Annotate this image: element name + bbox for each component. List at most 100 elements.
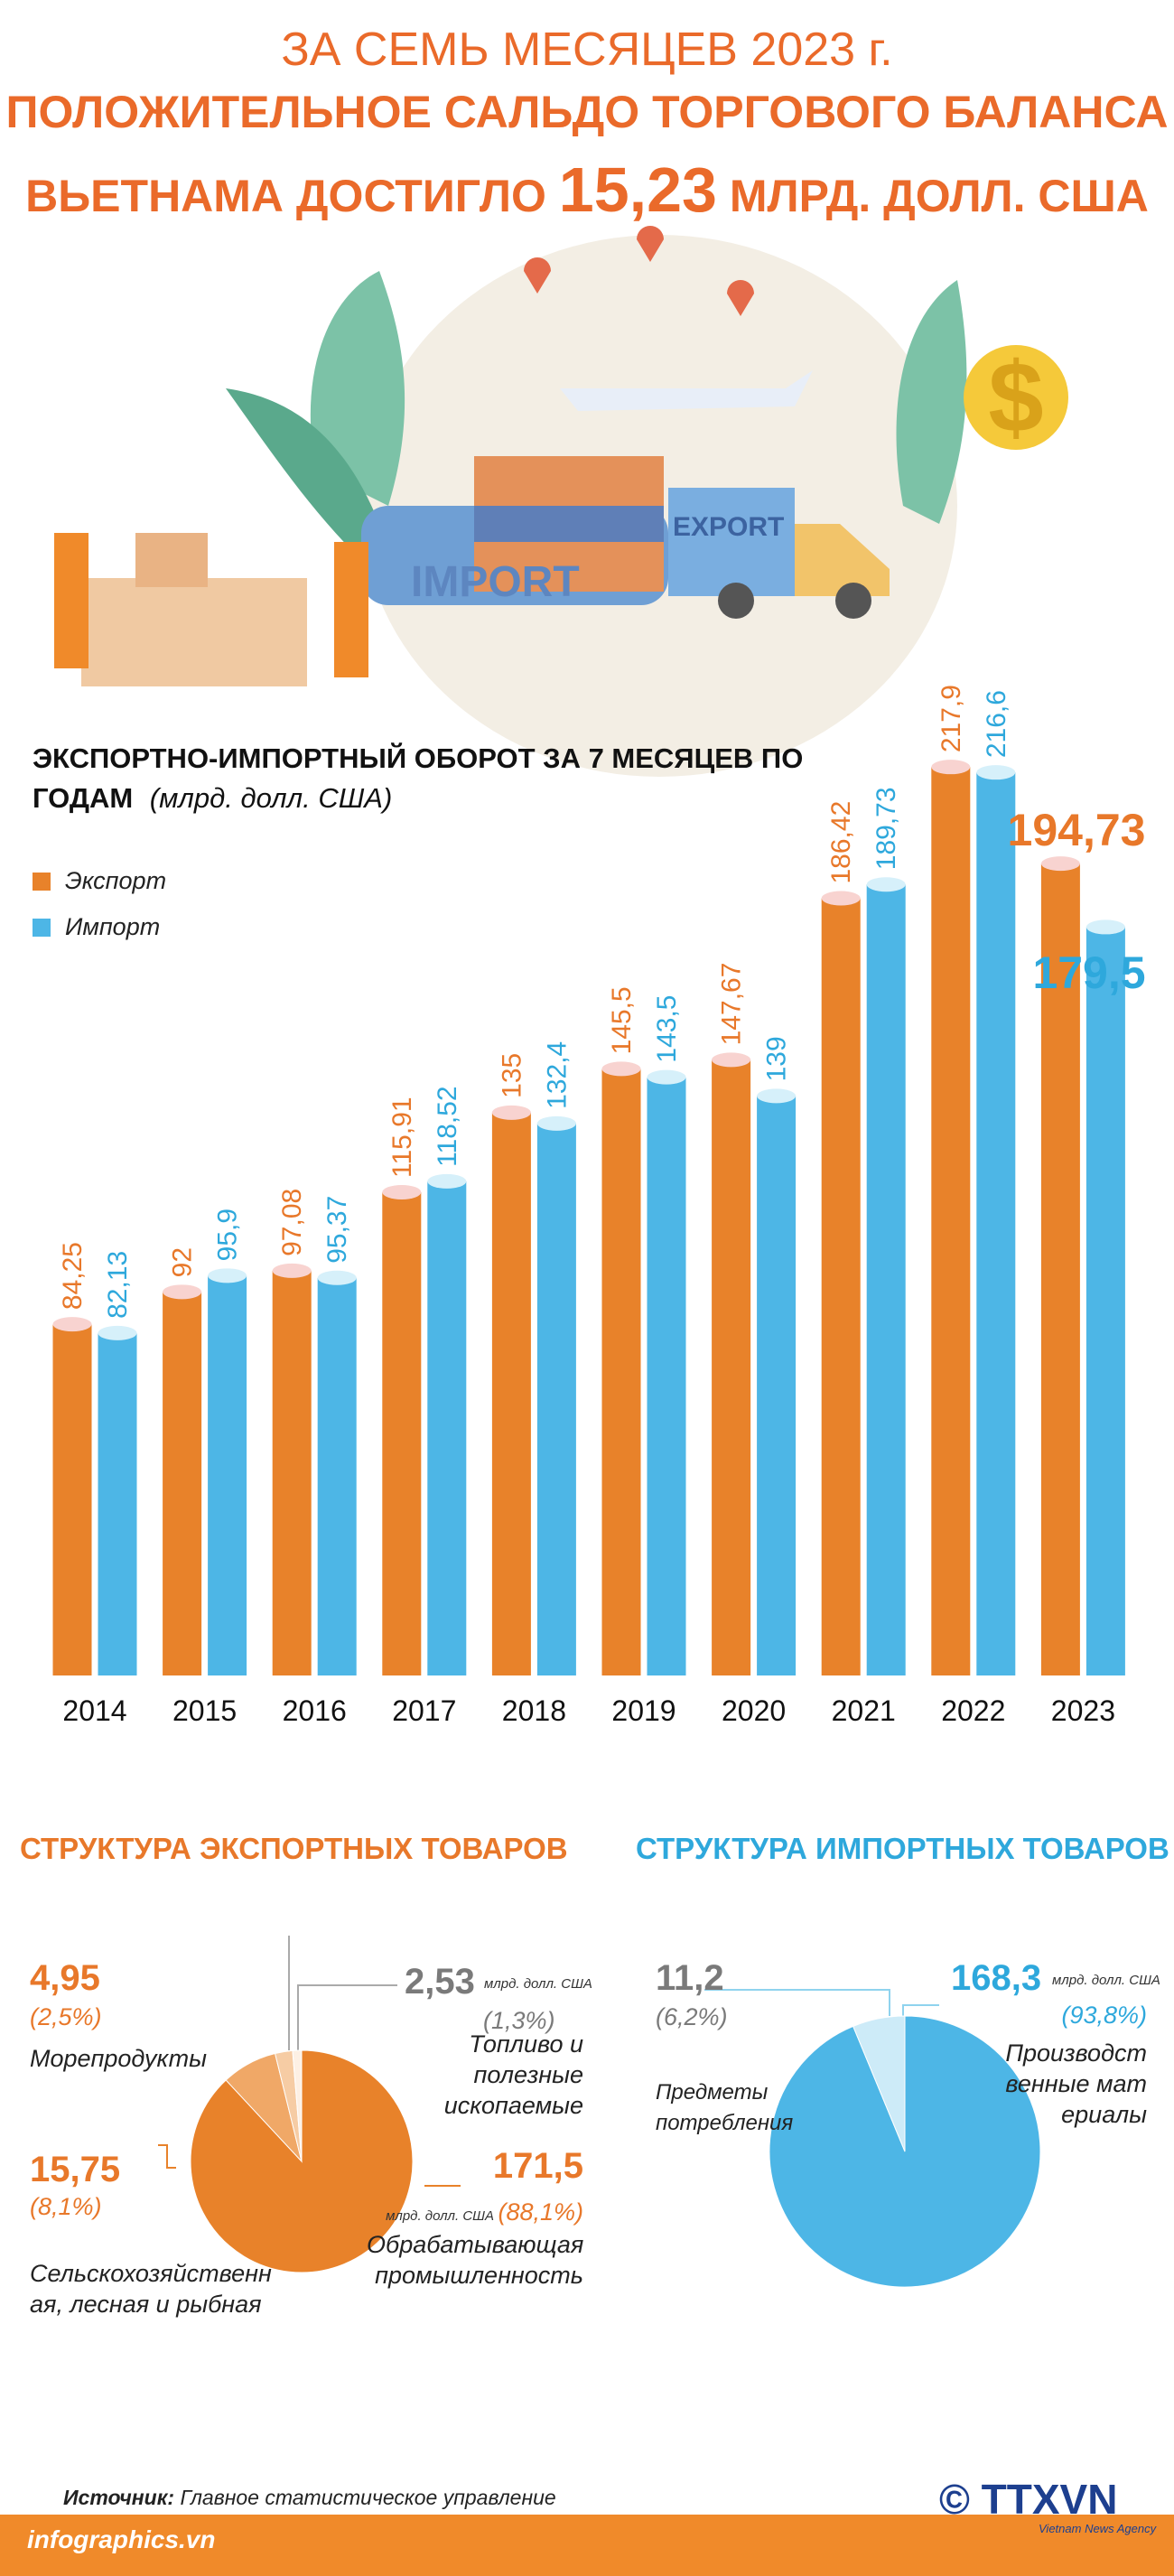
unit-label: млрд. долл. США xyxy=(484,1976,592,1992)
legend-item: Экспорт xyxy=(33,858,166,904)
leader-lines xyxy=(288,1936,397,2050)
bar xyxy=(208,1275,247,1675)
value-label: 115,91 xyxy=(387,1097,417,1178)
source: Источник: Главное статистическое управле… xyxy=(63,2486,556,2510)
illustration: $ IMPORT EXPORT xyxy=(54,226,1068,777)
chart-title-text: ЭКСПОРТНО-ИМПОРТНЫЙ ОБОРОТ ЗА 7 МЕСЯЦЕВ … xyxy=(33,742,804,814)
x-tick-label: 2018 xyxy=(502,1694,566,1727)
value-label: 118,52 xyxy=(433,1086,462,1167)
unit-label: млрд. долл. США xyxy=(1052,1973,1160,1988)
bar-cap xyxy=(647,1069,686,1085)
category-label: Сельскохозяйственная, лесная и рыбная xyxy=(30,2260,272,2318)
leader-lines xyxy=(704,1989,939,2016)
chart-title: ЭКСПОРТНО-ИМПОРТНЫЙ ОБОРОТ ЗА 7 МЕСЯЦЕВ … xyxy=(33,739,827,818)
bar xyxy=(712,1059,751,1675)
bar-cap xyxy=(272,1263,312,1278)
bar xyxy=(272,1270,312,1675)
pie-slice xyxy=(292,2049,303,2162)
bar-cap xyxy=(491,1105,531,1120)
bar-cap xyxy=(712,1052,751,1068)
legend-label: Экспорт xyxy=(65,867,167,894)
x-tick-label: 2021 xyxy=(832,1694,896,1727)
legend-swatch xyxy=(33,872,51,891)
legend-label: Импорт xyxy=(65,913,161,940)
bar xyxy=(821,898,861,1675)
value-label: 132,4 xyxy=(542,1041,572,1109)
bar-cap xyxy=(821,891,861,906)
value-label: 135 xyxy=(497,1053,526,1098)
value-label: 217,9 xyxy=(936,685,966,752)
section-title: СТРУКТУРА ИМПОРТНЫХ ТОВАРОВ xyxy=(636,1832,1169,1865)
bar xyxy=(52,1324,92,1675)
bar-cap xyxy=(866,877,906,892)
source-label: Источник: xyxy=(63,2486,175,2509)
bar-cap xyxy=(317,1270,357,1285)
value-label: 15,75 xyxy=(30,2150,121,2189)
bar-cap xyxy=(163,1284,202,1300)
value-label: 168,3 xyxy=(951,1958,1042,1998)
bar-cap xyxy=(427,1173,467,1189)
logo: © TTXVN xyxy=(939,2476,1118,2523)
bar-cap xyxy=(98,1325,137,1340)
site: infographics.vn xyxy=(27,2525,216,2553)
bar xyxy=(163,1292,202,1675)
footer-band xyxy=(0,2515,1174,2576)
value-label: 145,5 xyxy=(607,986,637,1054)
dollar-sign: $ xyxy=(988,342,1043,453)
bar xyxy=(976,772,1016,1675)
value-label: 95,37 xyxy=(322,1196,352,1264)
pie-slice xyxy=(853,2015,906,2152)
value-label: 97,08 xyxy=(277,1189,307,1256)
header-highlight: 15,23 xyxy=(558,154,717,225)
bar-cap xyxy=(536,1115,576,1131)
category-label: Предметы потребления xyxy=(656,2080,794,2135)
value-label: 11,2 xyxy=(656,1958,724,1998)
legend-item: Импорт xyxy=(33,904,166,950)
value-label: 92 xyxy=(168,1247,198,1277)
category-label: Производственные материалы xyxy=(1005,2039,1147,2128)
agency: Vietnam News Agency xyxy=(1039,2522,1157,2535)
value-label: 179,5 xyxy=(1032,947,1145,998)
legend: Экспорт Импорт xyxy=(33,858,166,950)
value-label: 4,95 xyxy=(30,1958,100,1998)
value-label: 189,73 xyxy=(871,787,901,870)
bar-cap xyxy=(52,1317,92,1332)
bar xyxy=(98,1332,137,1675)
value-label: 2,53 xyxy=(405,1962,475,2002)
value-label: 139 xyxy=(762,1036,792,1081)
bar-cap xyxy=(382,1184,422,1199)
leader-lines xyxy=(158,2144,461,2187)
header-text: ВЬЕТНАМА ДОСТИГЛО xyxy=(25,171,546,221)
x-tick-label: 2023 xyxy=(1051,1694,1115,1727)
category-label: Морепродукты xyxy=(30,2045,207,2072)
bar-cap xyxy=(208,1268,247,1283)
bar xyxy=(931,767,971,1675)
header-line: ВЬЕТНАМА ДОСТИГЛО 15,23 МЛРД. ДОЛЛ. США xyxy=(0,154,1174,226)
bar xyxy=(1085,927,1125,1675)
percent-label: (88,1%) xyxy=(498,2198,583,2226)
bar xyxy=(757,1096,797,1675)
source-text: Главное статистическое управление xyxy=(180,2486,556,2509)
bar xyxy=(317,1277,357,1675)
percent-label: (2,5%) xyxy=(30,2003,102,2030)
bar xyxy=(647,1077,686,1675)
section-title: СТРУКТУРА ЭКСПОРТНЫХ ТОВАРОВ xyxy=(20,1832,568,1865)
bar xyxy=(536,1123,576,1675)
value-label: 171,5 xyxy=(492,2146,583,2186)
percent-label: (8,1%) xyxy=(30,2193,102,2220)
bar-cap xyxy=(601,1061,641,1077)
unit-label: млрд. долл. США xyxy=(386,2208,494,2224)
percent-label: (6,2%) xyxy=(656,2003,728,2030)
bar xyxy=(866,884,906,1675)
legend-swatch xyxy=(33,918,51,937)
x-tick-label: 2017 xyxy=(392,1694,456,1727)
value-label: 95,9 xyxy=(213,1209,243,1261)
x-tick-label: 2015 xyxy=(172,1694,237,1727)
percent-label: (93,8%) xyxy=(1061,2002,1147,2029)
header-line: ЗА СЕМЬ МЕСЯЦЕВ 2023 г. xyxy=(281,23,893,76)
chart-subtitle: (млрд. долл. США) xyxy=(149,782,393,814)
x-tick-label: 2019 xyxy=(611,1694,676,1727)
export-text: EXPORT xyxy=(673,512,784,542)
